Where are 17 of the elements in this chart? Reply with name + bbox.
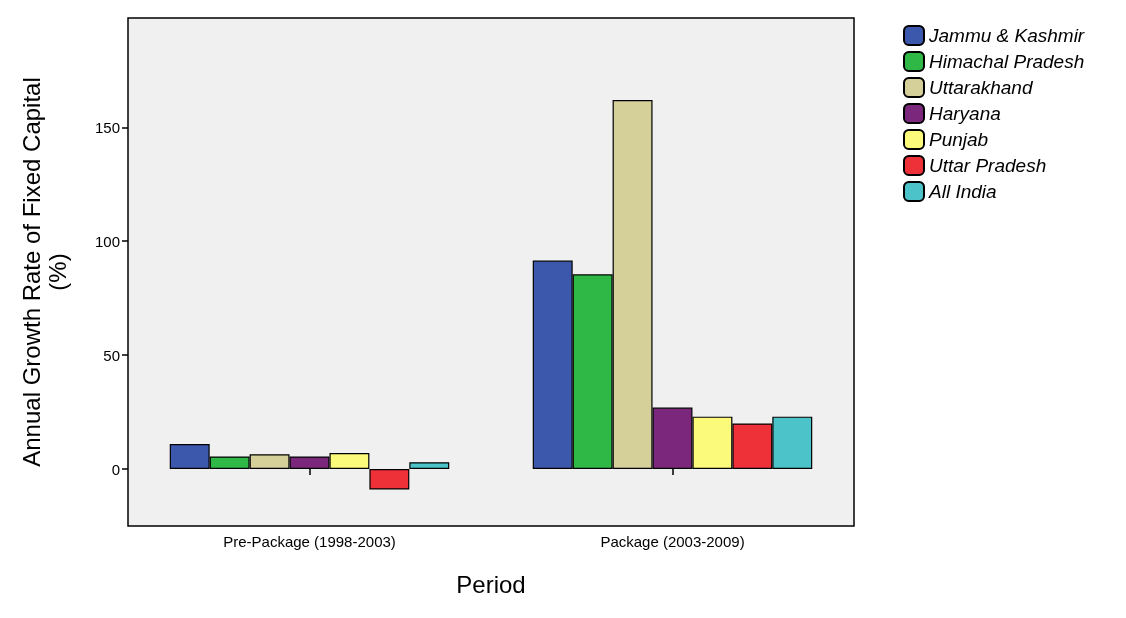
y-tick-label: 0 [111,460,120,478]
x-tick-label: Package (2003-2009) [600,533,745,550]
legend-label: Haryana [929,103,1001,124]
y-tick-label: 150 [94,118,120,136]
bar [409,462,450,470]
y-tick-label: 50 [103,346,120,364]
legend-label: Uttarakhand [929,77,1034,98]
bar [369,469,410,490]
legend-label: All India [928,181,997,202]
x-axis-title: Period [456,570,526,598]
legend-label: Himachal Pradesh [929,51,1085,72]
legend-label: Punjab [929,129,989,150]
legend-label: Uttar Pradesh [929,155,1047,176]
x-tick-label: Pre-Package (1998-2003) [223,533,396,550]
legend-label: Jammu & Kashmir [928,25,1085,46]
y-axis-title: Annual Growth Rate of Fixed Capital (%) [17,77,71,467]
y-tick-label: 100 [94,232,120,250]
